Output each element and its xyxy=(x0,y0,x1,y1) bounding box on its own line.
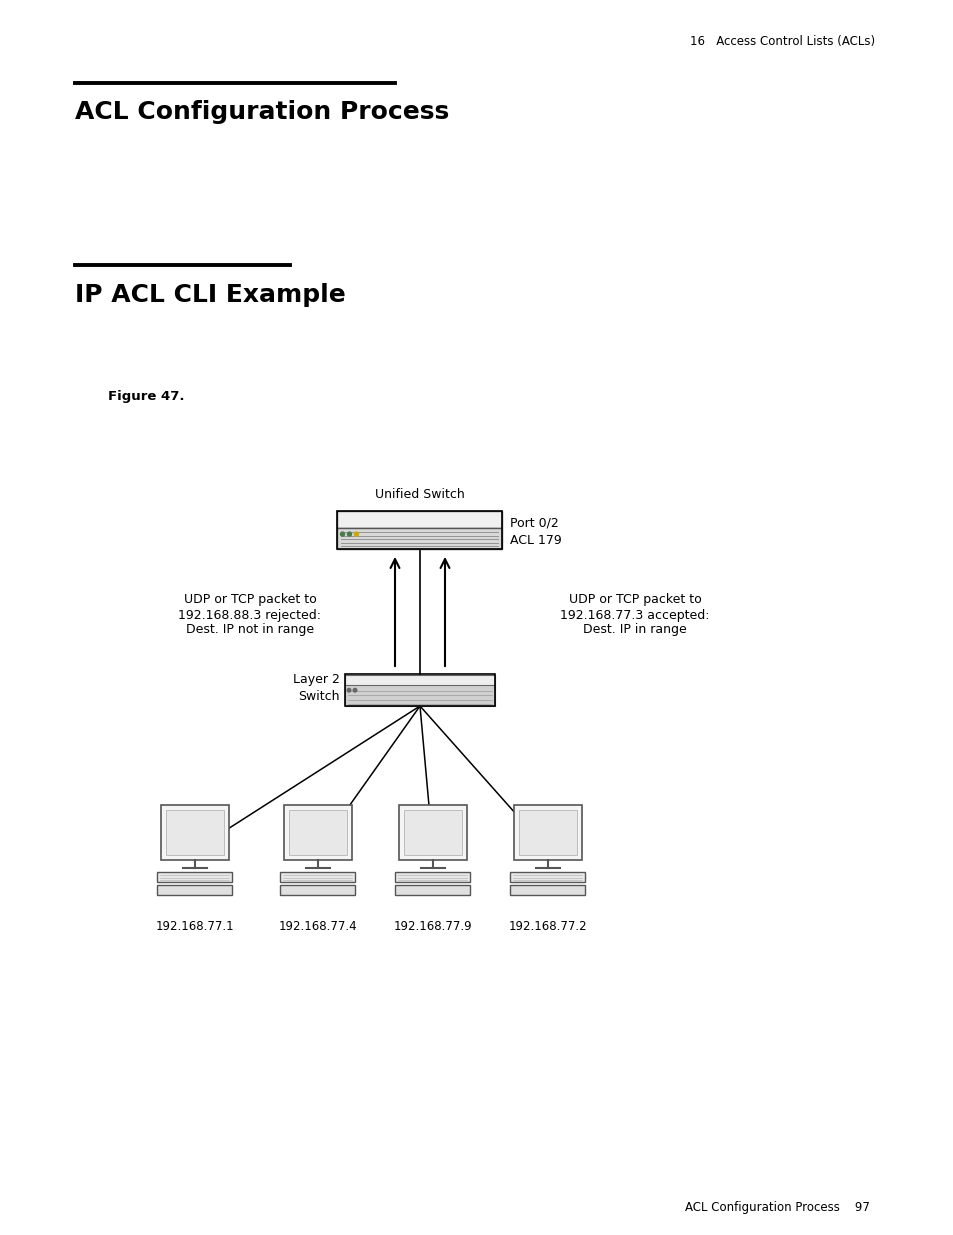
Text: ACL Configuration Process    97: ACL Configuration Process 97 xyxy=(684,1202,869,1214)
Text: Figure 47.: Figure 47. xyxy=(108,390,184,403)
Bar xyxy=(280,885,355,895)
Bar xyxy=(157,872,233,882)
Bar xyxy=(514,805,581,860)
Bar xyxy=(166,810,224,855)
Bar xyxy=(510,885,585,895)
Circle shape xyxy=(340,532,344,536)
Bar xyxy=(398,805,467,860)
Text: 192.168.77.9: 192.168.77.9 xyxy=(394,920,472,932)
Text: Port 0/2
ACL 179: Port 0/2 ACL 179 xyxy=(510,517,561,547)
Bar xyxy=(345,676,495,687)
Bar xyxy=(395,885,470,895)
Text: IP ACL CLI Example: IP ACL CLI Example xyxy=(75,283,345,308)
Bar xyxy=(403,810,461,855)
Bar xyxy=(289,810,347,855)
Bar xyxy=(337,529,502,550)
Text: Unified Switch: Unified Switch xyxy=(375,488,464,501)
Circle shape xyxy=(347,532,351,536)
Bar xyxy=(161,805,229,860)
Bar xyxy=(280,872,355,882)
Text: 16   Access Control Lists (ACLs): 16 Access Control Lists (ACLs) xyxy=(689,36,874,48)
Circle shape xyxy=(353,688,356,692)
Bar xyxy=(345,685,495,706)
Bar xyxy=(395,872,470,882)
Bar xyxy=(284,805,352,860)
Text: 192.168.77.2: 192.168.77.2 xyxy=(508,920,587,932)
Circle shape xyxy=(347,688,351,692)
Text: UDP or TCP packet to
192.168.77.3 accepted:
Dest. IP in range: UDP or TCP packet to 192.168.77.3 accept… xyxy=(559,594,709,636)
Text: ACL Configuration Process: ACL Configuration Process xyxy=(75,100,449,124)
Bar xyxy=(510,872,585,882)
Bar xyxy=(337,511,502,529)
Bar xyxy=(518,810,577,855)
Bar xyxy=(337,511,502,550)
Text: Layer 2
Switch: Layer 2 Switch xyxy=(293,673,339,703)
Text: 192.168.77.4: 192.168.77.4 xyxy=(278,920,357,932)
Circle shape xyxy=(355,532,358,536)
Text: 192.168.77.1: 192.168.77.1 xyxy=(155,920,234,932)
Bar xyxy=(157,885,233,895)
Bar xyxy=(345,674,495,706)
Text: UDP or TCP packet to
192.168.88.3 rejected:
Dest. IP not in range: UDP or TCP packet to 192.168.88.3 reject… xyxy=(178,594,321,636)
